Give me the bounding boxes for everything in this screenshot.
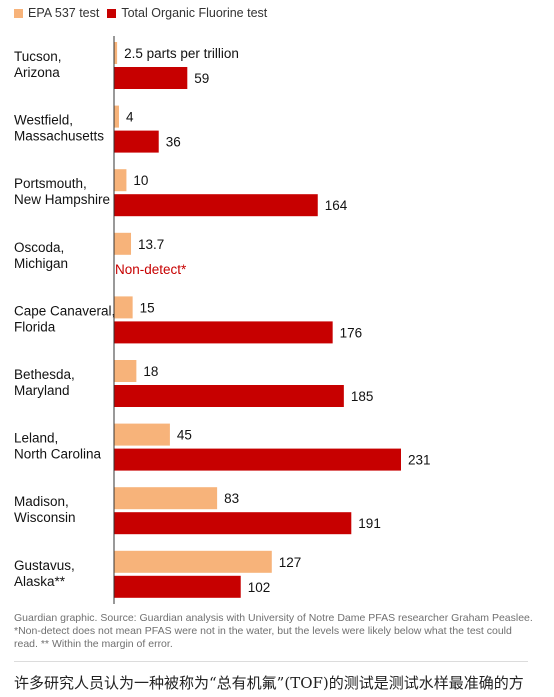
bar-epa [114,296,133,319]
legend-item-tof: Total Organic Fluorine test [107,6,267,20]
non-detect-label: Non-detect* [115,262,187,277]
article-paragraph: 许多研究人员认为一种被称为“总有机氟”(TOF)的测试是测试水样最准确的方 [14,674,524,692]
category-label: North Carolina [14,447,102,462]
bar-tof [114,448,401,471]
legend-item-epa: EPA 537 test [14,6,99,20]
legend-swatch-tof [107,8,117,18]
category-label: Michigan [14,256,68,271]
bar-epa [114,487,218,510]
footnote: *Non-detect does not mean PFAS were not … [14,625,512,650]
category-label: Leland, [14,431,58,446]
data-label-tof: 36 [166,135,181,150]
bar-epa [114,360,137,382]
category-label: Madison, [14,494,69,509]
bar-epa [114,550,272,573]
category-label: Westfield, [14,113,73,128]
divider [14,661,528,662]
category-label: Massachusetts [14,129,104,144]
data-label-epa: 83 [224,491,239,506]
category-label: Portsmouth, [14,176,87,191]
category-label: Arizona [14,65,60,80]
data-label-tof: 176 [340,325,363,340]
bar-tof [114,385,344,407]
legend-label-tof: Total Organic Fluorine test [121,6,268,20]
data-label-epa: 4 [126,110,134,125]
data-label-tof: 102 [248,580,271,595]
bar-tof [114,130,159,153]
bar-tof [114,512,352,535]
bar-epa [114,105,119,128]
data-label-tof: 185 [351,389,374,404]
category-label: Maryland [14,383,70,398]
data-label-epa: 2.5 parts per trillion [124,46,239,61]
data-label-tof: 164 [325,198,348,213]
category-label: Florida [14,319,56,334]
bar-tof [114,575,241,598]
data-label-epa: 10 [133,173,148,188]
bar-tof [114,321,333,344]
bar-tof [114,67,188,89]
data-label-tof: 191 [358,516,381,531]
bar-tof [114,194,318,217]
data-label-epa: 127 [279,555,302,570]
data-label-epa: 13.7 [138,237,164,252]
bar-chart: Tucson,Arizona 2.5 parts per trillion 59 We… [14,36,431,604]
data-label-epa: 15 [140,300,155,315]
data-label-epa: 18 [143,364,158,379]
bar-epa [114,169,127,192]
category-label: Alaska** [14,574,66,589]
data-label-epa: 45 [177,428,192,443]
chart-footer: Guardian graphic. Source: Guardian analy… [14,612,534,651]
category-label: Tucson, [14,49,62,64]
category-label: Cape Canaveral, [14,303,115,318]
chart-legend: EPA 537 test Total Organic Fluorine test [14,4,275,22]
category-label: Gustavus, [14,558,75,573]
category-label: New Hampshire [14,192,110,207]
legend-label-epa: EPA 537 test [28,6,100,20]
legend-swatch-epa [14,8,23,18]
bar-epa [114,232,132,255]
data-label-tof: 59 [194,71,209,86]
category-label: Bethesda, [14,367,75,382]
data-label-tof: 231 [408,453,431,468]
category-label: Oscoda, [14,240,64,255]
source-note: Guardian graphic. Source: Guardian analy… [14,612,533,624]
bar-epa [114,42,118,64]
bar-epa [114,423,170,446]
category-label: Wisconsin [14,510,76,525]
